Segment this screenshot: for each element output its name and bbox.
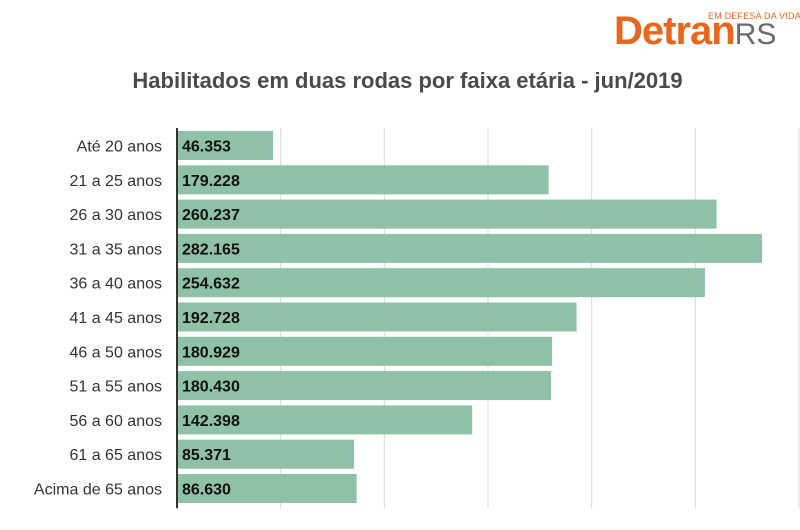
category-label: 36 a 40 anos xyxy=(69,276,162,293)
value-label: 180.430 xyxy=(182,379,240,396)
value-label: 142.398 xyxy=(182,413,240,430)
bar xyxy=(177,302,577,332)
category-label: Até 20 anos xyxy=(77,139,162,156)
bar xyxy=(177,474,357,503)
bar xyxy=(177,268,705,298)
bar-layer xyxy=(177,131,763,503)
bar xyxy=(177,233,763,263)
logo-brand-suffix: RS xyxy=(734,18,777,51)
bar xyxy=(177,336,553,366)
value-label: 260.237 xyxy=(182,207,240,224)
label-layer: Até 20 anos 46.353 21 a 25 anos 179.228 26 a… xyxy=(34,139,240,499)
chart-title: Habilitados em duas rodas por faixa etár… xyxy=(132,68,683,93)
logo-wordmark: DetranRS xyxy=(614,8,776,58)
value-label: 192.728 xyxy=(182,310,240,327)
category-label: 41 a 45 anos xyxy=(69,310,162,327)
bar xyxy=(177,165,549,195)
value-label: 282.165 xyxy=(182,241,240,258)
category-label: 46 a 50 anos xyxy=(69,344,162,361)
value-label: 46.353 xyxy=(182,139,231,156)
detran-rs-logo: EM DEFESA DA VIDA DetranRS xyxy=(612,6,800,53)
value-label: 85.371 xyxy=(182,447,231,464)
logo-brand-name: Detran xyxy=(614,9,736,53)
category-label: 31 a 35 anos xyxy=(69,241,162,258)
bar xyxy=(177,131,274,160)
category-label: 26 a 30 anos xyxy=(69,207,162,224)
bar xyxy=(177,405,473,435)
category-label: 51 a 55 anos xyxy=(69,379,162,396)
category-label: 56 a 60 anos xyxy=(69,413,162,430)
category-label: Acima de 65 anos xyxy=(34,482,162,499)
category-label: 21 a 25 anos xyxy=(69,173,162,190)
value-label: 86.630 xyxy=(182,482,231,499)
bar xyxy=(177,439,355,469)
bar xyxy=(177,199,717,229)
value-label: 254.632 xyxy=(182,276,240,293)
value-label: 179.228 xyxy=(182,173,240,190)
category-label: 61 a 65 anos xyxy=(69,447,162,464)
bar xyxy=(177,371,552,401)
value-label: 180.929 xyxy=(182,344,240,361)
logo-tagline: EM DEFESA DA VIDA xyxy=(708,11,800,21)
